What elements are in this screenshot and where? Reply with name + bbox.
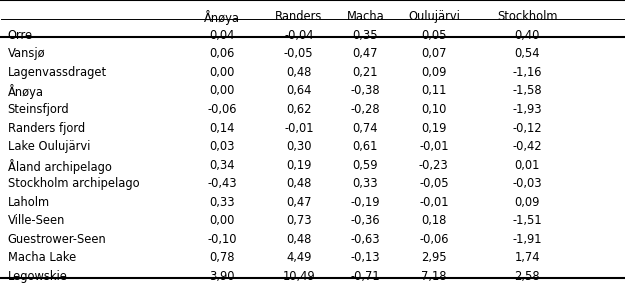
Text: 2,95: 2,95: [421, 251, 447, 264]
Text: 4,49: 4,49: [286, 251, 311, 264]
Text: 0,48: 0,48: [286, 233, 311, 246]
Text: 7,18: 7,18: [421, 270, 447, 283]
Text: -0,36: -0,36: [351, 214, 380, 227]
Text: 0,11: 0,11: [421, 84, 446, 97]
Text: Laholm: Laholm: [8, 196, 50, 209]
Text: -0,10: -0,10: [208, 233, 237, 246]
Text: -0,12: -0,12: [512, 122, 542, 135]
Text: -0,43: -0,43: [208, 177, 237, 190]
Text: -0,19: -0,19: [351, 196, 380, 209]
Text: Stockholm archipelago: Stockholm archipelago: [8, 177, 139, 190]
Text: 0,00: 0,00: [209, 84, 235, 97]
Text: -0,42: -0,42: [512, 140, 542, 153]
Text: 0,74: 0,74: [352, 122, 378, 135]
Text: Macha Lake: Macha Lake: [8, 251, 76, 264]
Text: Ånøya: Ånøya: [204, 10, 240, 25]
Text: 0,04: 0,04: [209, 29, 235, 42]
Text: -0,04: -0,04: [284, 29, 314, 42]
Text: 0,34: 0,34: [209, 159, 235, 172]
Text: 0,14: 0,14: [209, 122, 235, 135]
Text: 0,73: 0,73: [286, 214, 312, 227]
Text: Vansjø: Vansjø: [8, 47, 45, 60]
Text: 0,06: 0,06: [209, 47, 235, 60]
Text: -0,71: -0,71: [351, 270, 380, 283]
Text: Orre: Orre: [8, 29, 32, 42]
Text: Ville-Seen: Ville-Seen: [8, 214, 65, 227]
Text: 0,00: 0,00: [209, 214, 235, 227]
Text: 1,74: 1,74: [514, 251, 540, 264]
Text: Randers fjord: Randers fjord: [8, 122, 85, 135]
Text: Oulujärvi: Oulujärvi: [408, 10, 460, 23]
Text: -0,05: -0,05: [284, 47, 314, 60]
Text: 0,61: 0,61: [352, 140, 378, 153]
Text: 0,47: 0,47: [286, 196, 311, 209]
Text: 0,05: 0,05: [421, 29, 447, 42]
Text: -1,16: -1,16: [512, 66, 542, 79]
Text: 0,54: 0,54: [514, 47, 540, 60]
Text: 0,47: 0,47: [352, 47, 378, 60]
Text: -0,01: -0,01: [284, 122, 314, 135]
Text: 0,48: 0,48: [286, 177, 311, 190]
Text: -1,93: -1,93: [512, 103, 542, 116]
Text: 0,01: 0,01: [514, 159, 540, 172]
Text: -0,38: -0,38: [351, 84, 380, 97]
Text: 0,48: 0,48: [286, 66, 311, 79]
Text: 0,78: 0,78: [209, 251, 235, 264]
Text: 0,18: 0,18: [421, 214, 446, 227]
Text: 3,90: 3,90: [209, 270, 235, 283]
Text: -0,06: -0,06: [208, 103, 237, 116]
Text: Ånøya: Ånøya: [8, 84, 44, 99]
Text: 0,07: 0,07: [421, 47, 447, 60]
Text: -0,28: -0,28: [351, 103, 380, 116]
Text: -0,63: -0,63: [351, 233, 380, 246]
Text: -0,05: -0,05: [419, 177, 449, 190]
Text: Legowskie: Legowskie: [8, 270, 68, 283]
Text: 0,19: 0,19: [286, 159, 311, 172]
Text: 0,59: 0,59: [352, 159, 378, 172]
Text: 0,40: 0,40: [514, 29, 540, 42]
Text: 0,19: 0,19: [421, 122, 446, 135]
Text: 0,00: 0,00: [209, 66, 235, 79]
Text: Lake Oulujärvi: Lake Oulujärvi: [8, 140, 90, 153]
Text: 0,35: 0,35: [352, 29, 378, 42]
Text: 0,30: 0,30: [286, 140, 311, 153]
Text: Guestrower-Seen: Guestrower-Seen: [8, 233, 106, 246]
Text: 10,49: 10,49: [282, 270, 315, 283]
Text: Steinsfjord: Steinsfjord: [8, 103, 69, 116]
Text: 0,10: 0,10: [421, 103, 446, 116]
Text: -0,03: -0,03: [512, 177, 542, 190]
Text: -0,13: -0,13: [351, 251, 380, 264]
Text: 0,33: 0,33: [352, 177, 378, 190]
Text: 2,58: 2,58: [514, 270, 540, 283]
Text: 0,21: 0,21: [352, 66, 378, 79]
Text: -1,91: -1,91: [512, 233, 542, 246]
Text: Lagenvassdraget: Lagenvassdraget: [8, 66, 107, 79]
Text: 0,09: 0,09: [421, 66, 446, 79]
Text: -0,01: -0,01: [419, 140, 449, 153]
Text: -0,01: -0,01: [419, 196, 449, 209]
Text: 0,09: 0,09: [514, 196, 540, 209]
Text: 0,03: 0,03: [209, 140, 235, 153]
Text: Randers: Randers: [275, 10, 322, 23]
Text: 0,64: 0,64: [286, 84, 311, 97]
Text: Åland archipelago: Åland archipelago: [8, 159, 111, 174]
Text: -1,58: -1,58: [512, 84, 542, 97]
Text: -0,23: -0,23: [419, 159, 449, 172]
Text: -1,51: -1,51: [512, 214, 542, 227]
Text: 0,33: 0,33: [209, 196, 235, 209]
Text: -0,06: -0,06: [419, 233, 449, 246]
Text: Macha: Macha: [346, 10, 384, 23]
Text: Stockholm: Stockholm: [497, 10, 558, 23]
Text: 0,62: 0,62: [286, 103, 311, 116]
